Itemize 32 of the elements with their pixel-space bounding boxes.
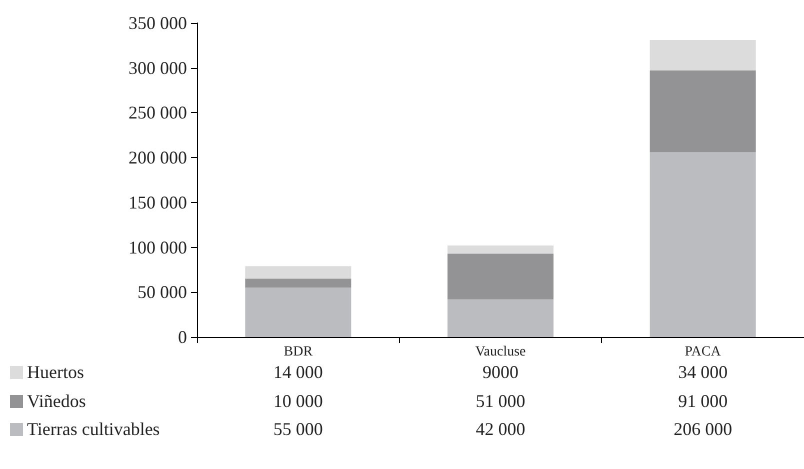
bar: [448, 245, 554, 254]
y-tick-label: 250 000: [128, 102, 187, 123]
data-label: 206 000: [674, 419, 732, 440]
bar: [245, 278, 352, 288]
data-label: 9000: [482, 362, 518, 383]
x-tick-label: PACA: [684, 344, 722, 360]
bar: [448, 299, 554, 337]
legend-label: Tierras cultivables: [26, 419, 160, 440]
y-tick-label: 0: [178, 327, 187, 347]
data-label: 91 000: [678, 390, 728, 412]
legend-label: Viñedos: [26, 390, 86, 412]
data-label: 55 000: [273, 419, 323, 440]
bar: [448, 254, 554, 300]
x-tick-label: BDR: [284, 344, 314, 360]
y-tick-label: 50 000: [138, 282, 187, 302]
y-tick-label: 200 000: [128, 148, 187, 168]
data-label: 14 000: [273, 362, 323, 383]
y-tick-label: 350 000: [128, 13, 187, 33]
data-label: 34 000: [678, 362, 728, 383]
bar: [245, 266, 352, 279]
bar: [245, 288, 352, 337]
legend-label: Huertos: [26, 362, 84, 383]
data-label: 51 000: [476, 390, 526, 412]
bar: [650, 152, 756, 337]
data-label: 10 000: [273, 390, 323, 412]
x-tick-label: Vaucluse: [475, 344, 526, 360]
bar: [650, 40, 756, 71]
y-tick-label: 300 000: [128, 58, 187, 78]
y-tick-label: 100 000: [128, 237, 187, 258]
bar: [650, 70, 756, 152]
y-tick-label: 150 000: [128, 192, 187, 212]
data-label: 42 000: [476, 419, 526, 440]
